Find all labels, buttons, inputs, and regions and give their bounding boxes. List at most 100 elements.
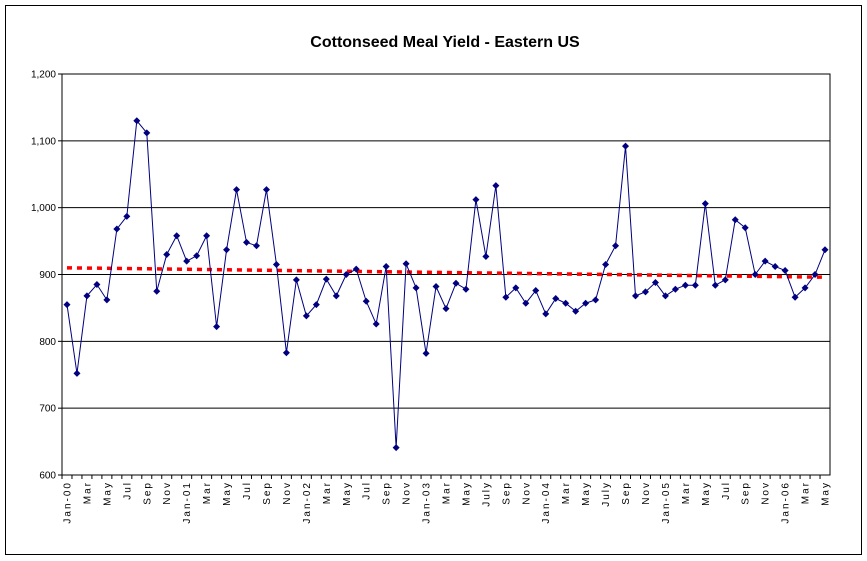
x-tick-label: Mar [681,481,692,504]
data-point [312,301,320,309]
data-point [572,307,580,315]
data-point [472,196,480,204]
data-point [801,284,809,292]
data-point [602,260,610,268]
y-tick-label: 900 [39,270,56,281]
x-tick-label: May [342,481,353,506]
data-point [382,262,390,270]
data-point [671,285,679,293]
y-tick-label: 600 [39,471,56,482]
data-point [482,252,490,260]
x-tick-label: Jan-04 [541,481,552,524]
y-tick-label: 700 [39,404,56,415]
data-point [73,369,81,377]
data-point [502,293,510,301]
data-point [402,260,410,268]
x-tick-label: Jan-01 [182,481,193,524]
x-tick-label: Mar [202,481,213,504]
x-tick-label: July [601,481,612,507]
x-tick-label: Sep [382,481,393,505]
data-point [262,186,270,194]
x-tick-label: Nov [402,481,413,505]
data-point [233,186,241,194]
x-tick-label: Jan-03 [422,481,433,524]
data-point [322,275,330,283]
data-point [163,250,171,258]
data-point [173,232,181,240]
data-point [791,293,799,301]
x-tick-label: Jul [721,481,732,500]
data-point [63,301,71,309]
x-tick-label: Jan-02 [302,481,313,524]
y-tick-label: 1,200 [31,70,56,81]
x-tick-label: Mar [561,481,572,504]
data-point [153,287,161,295]
data-point [761,257,769,265]
data-point [651,279,659,287]
data-point [292,276,300,284]
data-point [412,284,420,292]
data-point [193,252,201,260]
trend-line [66,266,826,279]
data-point [532,287,540,295]
x-tick-label: Sep [142,481,153,505]
x-tick-label: May [222,481,233,506]
data-point [592,296,600,304]
x-tick-label: Nov [761,481,772,505]
data-point [183,257,191,265]
data-point [342,271,350,278]
data-point [681,281,689,289]
data-point [93,281,101,289]
data-point [352,265,360,273]
data-point [821,246,829,254]
y-tick-label: 1,100 [31,136,56,147]
x-tick-label: Mar [82,481,93,504]
data-point [252,242,260,250]
chart-title: Cottonseed Meal Yield - Eastern US [310,34,580,51]
x-tick-label: Mar [801,481,812,504]
data-point [562,299,570,307]
y-tick-label: 800 [39,337,56,348]
data-point [302,312,310,320]
x-tick-label: Sep [501,481,512,505]
data-point [432,283,440,291]
data-point [272,260,280,268]
data-point [143,129,151,137]
data-point [332,292,340,300]
data-point [751,271,759,278]
data-point [711,281,719,289]
x-tick-label: Sep [621,481,632,505]
data-point [622,142,630,150]
data-point [582,299,590,307]
data-point [462,285,470,293]
x-tick-label: Jan-06 [781,481,792,524]
x-tick-label: Sep [262,481,273,505]
data-point [522,299,530,307]
data-point [103,296,111,304]
x-tick-label: May [581,481,592,506]
x-tick-label: Nov [641,481,652,505]
x-tick-label: May [701,481,712,506]
data-point [362,297,370,305]
x-tick-label: Jul [122,481,133,500]
data-point [282,349,290,357]
data-point [133,117,141,125]
x-tick-label: Sep [741,481,752,505]
data-point [612,242,620,250]
x-tick-label: Jul [362,481,373,500]
data-point [213,323,221,331]
x-tick-label: Mar [322,481,333,504]
data-point [741,224,749,232]
y-tick-label: 1,000 [31,203,56,214]
data-point [691,281,699,289]
x-tick-label: July [481,481,492,507]
data-point [442,305,450,313]
data-point [113,225,121,233]
x-tick-label: Jul [242,481,253,500]
data-point [632,292,640,300]
data-point [223,246,231,254]
x-tick-label: Nov [282,481,293,505]
x-tick-label: May [102,481,113,506]
